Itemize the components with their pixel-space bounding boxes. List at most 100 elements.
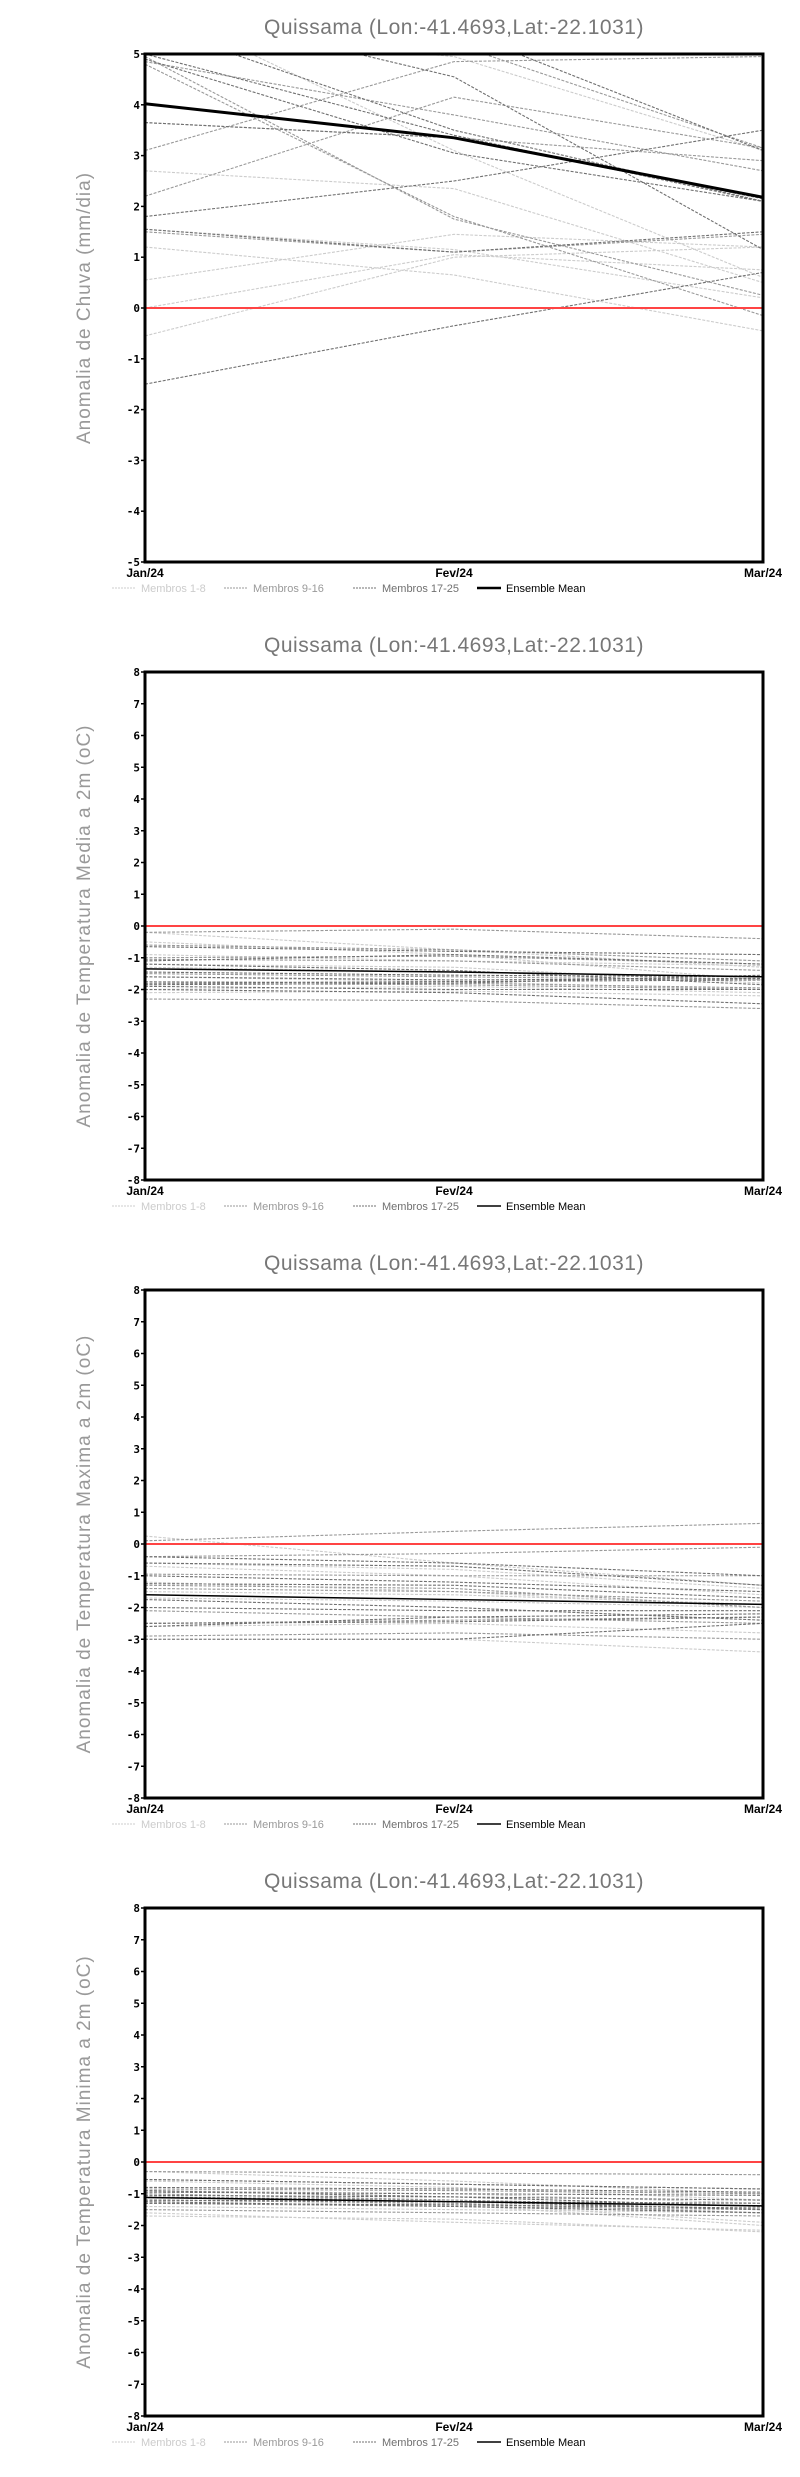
x-tick-label: Fev/24 <box>435 2420 473 2434</box>
member-line-members-17-25 <box>145 54 763 202</box>
member-line-members-9-16 <box>145 2170 763 2176</box>
member-line-members-17-25 <box>145 1616 763 1624</box>
y-tick-label: 0 <box>133 302 140 315</box>
y-tick-label: 1 <box>133 2124 140 2137</box>
member-line-members-17-25 <box>145 1556 763 1577</box>
y-tick-label: -6 <box>127 1729 141 1742</box>
legend-label: Membros 1-8 <box>141 1819 206 1831</box>
y-tick-label: -5 <box>127 1079 140 1092</box>
y-tick-label: 1 <box>133 888 140 901</box>
member-line-members-9-16 <box>145 56 763 296</box>
y-tick-label: -4 <box>127 1665 141 1678</box>
member-line-members-1-8 <box>145 1597 763 1609</box>
chart-svg: Quissama (Lon:-41.4693,Lat:-22.1031) Anom… <box>74 1252 782 1831</box>
member-line-members-17-25 <box>145 1562 763 1586</box>
y-tick-label: 5 <box>133 1379 140 1392</box>
member-line-members-17-25 <box>145 946 763 956</box>
member-line-members-9-16 <box>145 63 763 317</box>
y-tick-label: 4 <box>133 99 140 112</box>
y-tick-label: -8 <box>127 1792 140 1805</box>
member-line-members-1-8 <box>145 170 763 284</box>
member-line-members-17-25 <box>145 2194 763 2201</box>
x-tick-label: Fev/24 <box>435 566 473 580</box>
y-tick-label: 5 <box>133 48 140 61</box>
y-tick-label: -1 <box>127 2188 141 2201</box>
member-line-members-1-8 <box>145 2212 763 2231</box>
member-line-members-17-25 <box>145 2196 763 2211</box>
y-tick-label: 3 <box>133 2061 140 2074</box>
x-tick-label: Jan/24 <box>126 566 164 580</box>
chart-panel: Quissama (Lon:-41.4693,Lat:-22.1031) Anom… <box>0 1236 800 1854</box>
y-tick-label: 0 <box>133 920 140 933</box>
y-tick-label: 3 <box>133 150 140 163</box>
chart-title: Quissama (Lon:-41.4693,Lat:-22.1031) <box>264 1252 644 1275</box>
legend-label: Membros 1-8 <box>141 583 206 595</box>
member-line-members-17-25 <box>145 2178 763 2190</box>
y-tick-label: -4 <box>127 1047 141 1060</box>
y-tick-label: 2 <box>133 200 140 213</box>
member-line-members-9-16 <box>145 122 763 162</box>
member-line-members-9-16 <box>482 54 763 149</box>
y-tick-label: -5 <box>127 556 140 569</box>
ensemble-mean-line <box>145 2196 763 2207</box>
y-tick-label: 1 <box>133 251 140 264</box>
y-tick-label: 7 <box>133 698 140 711</box>
y-tick-label: 6 <box>133 1348 140 1361</box>
member-line-members-9-16 <box>145 1584 763 1609</box>
legend-label: Membros 17-25 <box>382 2437 459 2449</box>
legend-label: Membros 17-25 <box>382 1201 459 1213</box>
legend-label: Membros 17-25 <box>382 583 459 595</box>
series-group <box>145 925 763 1010</box>
y-tick-label: 0 <box>133 2156 140 2169</box>
y-tick-label: -8 <box>127 1174 140 1187</box>
y-tick-label: 4 <box>133 2029 140 2042</box>
y-tick-label: 6 <box>133 730 140 743</box>
member-line-members-17-25 <box>231 54 763 202</box>
member-line-members-9-16 <box>145 1522 763 1542</box>
legend-label: Membros 9-16 <box>253 2437 324 2449</box>
member-line-members-1-8 <box>419 54 763 152</box>
y-tick-label: -1 <box>127 1570 141 1583</box>
member-line-members-17-25 <box>145 228 763 253</box>
y-tick-label: 7 <box>133 1934 140 1947</box>
member-line-members-1-8 <box>145 1562 763 1589</box>
member-line-members-9-16 <box>145 981 763 989</box>
member-line-members-17-25 <box>145 2191 763 2196</box>
member-line-members-17-25 <box>145 1575 763 1593</box>
y-tick-label: -2 <box>127 1602 140 1615</box>
member-line-members-9-16 <box>145 958 763 971</box>
member-line-members-17-25 <box>145 1599 763 1621</box>
y-tick-label: -1 <box>127 952 141 965</box>
y-axis-label: Anomalia de Temperatura Minima a 2m (oC) <box>74 1955 95 2368</box>
chart-svg: Quissama (Lon:-41.4693,Lat:-22.1031) Anom… <box>74 1870 782 2449</box>
x-tick-label: Jan/24 <box>126 1184 164 1198</box>
chart-title: Quissama (Lon:-41.4693,Lat:-22.1031) <box>264 16 644 39</box>
ensemble-mean-line <box>145 968 763 978</box>
y-tick-label: -6 <box>127 1111 141 1124</box>
y-tick-label: 8 <box>133 1284 140 1297</box>
member-line-members-1-8 <box>250 54 763 279</box>
member-line-members-17-25 <box>145 271 763 385</box>
member-line-members-17-25 <box>145 1613 763 1628</box>
plot-frame <box>143 1288 765 1800</box>
member-line-members-1-8 <box>145 1638 763 1653</box>
legend-label: Membros 9-16 <box>253 583 324 595</box>
y-tick-label: -2 <box>127 984 140 997</box>
x-tick-label: Mar/24 <box>744 1184 782 1198</box>
member-line-members-17-25 <box>145 58 763 202</box>
y-tick-label: 5 <box>133 761 140 774</box>
y-tick-label: -4 <box>127 2283 141 2296</box>
member-line-members-17-25 <box>145 954 763 965</box>
member-line-members-9-16 <box>145 1546 763 1558</box>
member-line-members-17-25 <box>145 2190 763 2207</box>
x-tick-label: Mar/24 <box>744 1802 782 1816</box>
member-line-members-1-8 <box>145 931 763 968</box>
member-line-members-1-8 <box>145 233 763 281</box>
y-tick-label: -3 <box>127 1015 140 1028</box>
plot-frame <box>143 52 765 564</box>
chart-title: Quissama (Lon:-41.4693,Lat:-22.1031) <box>264 1870 644 1893</box>
plot-frame <box>143 1906 765 2418</box>
member-line-members-1-8 <box>145 2190 763 2204</box>
legend-label: Membros 9-16 <box>253 1819 324 1831</box>
member-line-members-9-16 <box>145 928 763 940</box>
